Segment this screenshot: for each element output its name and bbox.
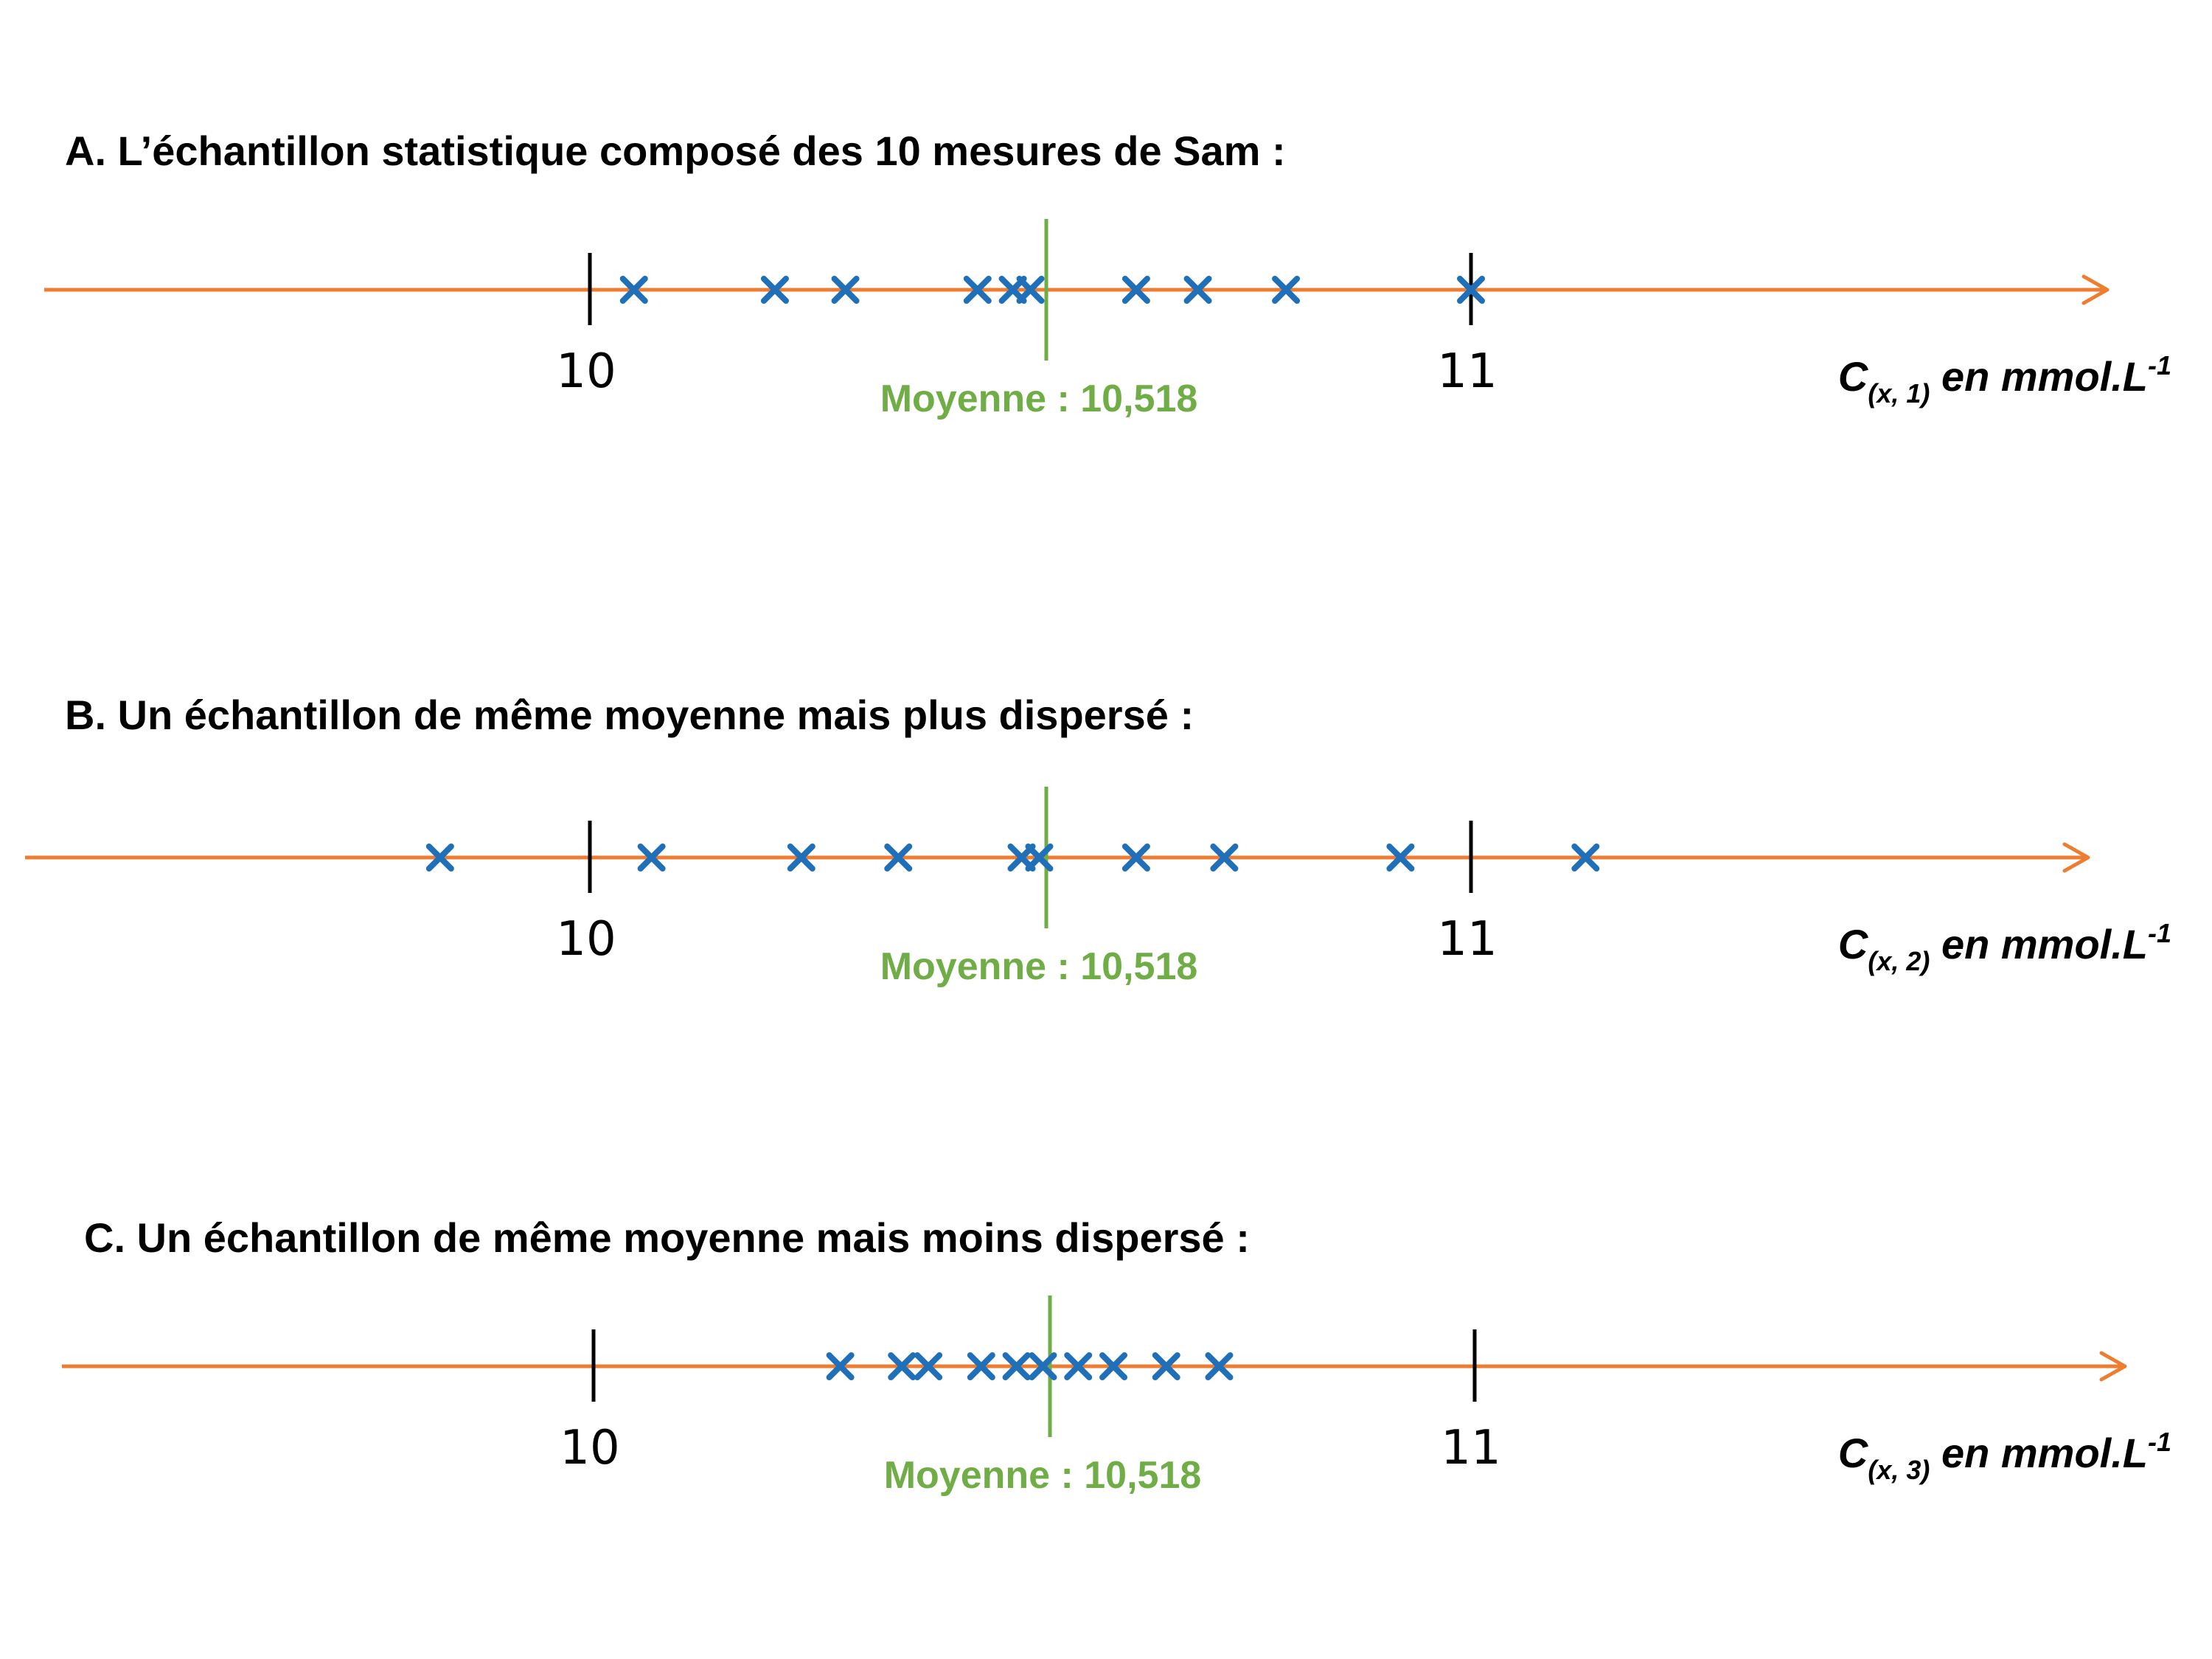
number-line-plot: 10 11 Moyenne : 10,518 C(x, 1) en mmol.L-1: [44, 219, 2171, 420]
panel-c: C. Un échantillon de même moyenne mais m…: [0, 1077, 2212, 1659]
data-point: [1121, 844, 1150, 872]
cross-icon: [1016, 276, 1045, 304]
cross-icon: [1029, 1352, 1057, 1380]
axis-label-sup: -1: [2148, 350, 2171, 380]
cross-icon: [1121, 844, 1150, 872]
data-point: [1272, 276, 1301, 304]
data-point: [1002, 1352, 1031, 1380]
data-point: [760, 276, 789, 304]
panel-title: C. Un échantillon de même moyenne mais m…: [84, 1214, 1250, 1261]
axis-label-main: C: [1838, 921, 1869, 967]
data-point: [1210, 844, 1239, 872]
axis-label-sup: -1: [2148, 1427, 2171, 1457]
data-point: [1029, 1352, 1057, 1380]
panel-title: A. L’échantillon statistique composé des…: [65, 128, 1286, 174]
number-line-plot: 10 11 Moyenne : 10,518 C(x, 2) en mmol.L-1: [25, 787, 2171, 988]
cross-icon: [967, 1352, 995, 1380]
data-point: [963, 276, 992, 304]
number-line-plot: 10 11 Moyenne : 10,518 C(x, 3) en mmol.L-1: [62, 1295, 2171, 1497]
cross-icon: [787, 844, 815, 872]
cross-icon: [760, 276, 789, 304]
cross-icon: [914, 1352, 943, 1380]
axis-label-sup: -1: [2148, 918, 2171, 948]
data-point: [884, 844, 913, 872]
data-point: [1386, 844, 1415, 872]
cross-icon: [1152, 1352, 1180, 1380]
mean-label: Moyenne : 10,518: [884, 1454, 1202, 1497]
panel-title: B. Un échantillon de même moyenne mais p…: [65, 692, 1194, 738]
tick-label: 10: [556, 912, 616, 967]
tick-label: 10: [560, 1421, 619, 1475]
cross-icon: [1121, 276, 1150, 304]
data-point: [1183, 276, 1212, 304]
axis-label-sub: (x, 3): [1868, 1455, 1930, 1485]
axis-label-unit: en mmol.L: [1930, 353, 2148, 400]
cross-icon: [619, 276, 648, 304]
data-point: [1099, 1352, 1128, 1380]
cross-icon: [637, 844, 666, 872]
arrow-head-icon: [2081, 274, 2110, 305]
data-point: [1016, 276, 1045, 304]
data-point: [1571, 844, 1600, 872]
data-point: [1121, 276, 1150, 304]
data-point: [826, 1352, 855, 1380]
tick-label: 11: [1441, 1421, 1500, 1475]
cross-icon: [1025, 844, 1054, 872]
cross-icon: [425, 844, 454, 872]
data-point: [619, 276, 648, 304]
data-point: [425, 844, 454, 872]
cross-icon: [1386, 844, 1415, 872]
panel-a: A. L’échantillon statistique composé des…: [0, 0, 2212, 560]
cross-icon: [1099, 1352, 1128, 1380]
cross-icon: [963, 276, 992, 304]
panel-b: B. Un échantillon de même moyenne mais p…: [0, 560, 2212, 1077]
axis-label-unit: en mmol.L: [1930, 1430, 2148, 1476]
cross-icon: [1205, 1352, 1234, 1380]
data-point: [1152, 1352, 1180, 1380]
arrow-head-icon: [2062, 842, 2090, 873]
cross-icon: [1064, 1352, 1093, 1380]
axis-variable-label: C(x, 1) en mmol.L-1: [1838, 350, 2171, 408]
axis-label-sub: (x, 2): [1868, 946, 1930, 976]
cross-icon: [888, 1352, 917, 1380]
tick-label: 11: [1437, 344, 1497, 399]
arrow-head-icon: [2099, 1351, 2127, 1382]
cross-icon: [1571, 844, 1600, 872]
data-point: [967, 1352, 995, 1380]
tick-label: 11: [1437, 912, 1497, 967]
axis-label-unit: en mmol.L: [1930, 921, 2148, 967]
axis-label-sub: (x, 1): [1868, 378, 1930, 408]
cross-icon: [1183, 276, 1212, 304]
data-point: [1064, 1352, 1093, 1380]
cross-icon: [1210, 844, 1239, 872]
data-point: [637, 844, 666, 872]
data-point: [787, 844, 815, 872]
cross-icon: [1002, 1352, 1031, 1380]
axis-label-main: C: [1838, 1430, 1869, 1476]
axis-variable-label: C(x, 2) en mmol.L-1: [1838, 918, 2171, 976]
cross-icon: [831, 276, 860, 304]
cross-icon: [884, 844, 913, 872]
axis-label-main: C: [1838, 353, 1869, 400]
data-point: [888, 1352, 917, 1380]
axis-variable-label: C(x, 3) en mmol.L-1: [1838, 1427, 2171, 1485]
data-point: [1205, 1352, 1234, 1380]
cross-icon: [1272, 276, 1301, 304]
data-point: [831, 276, 860, 304]
cross-icon: [826, 1352, 855, 1380]
data-point: [1457, 276, 1485, 304]
cross-icon: [1457, 276, 1485, 304]
mean-label: Moyenne : 10,518: [880, 945, 1198, 988]
tick-label: 10: [556, 344, 616, 399]
data-point: [1025, 844, 1054, 872]
data-point: [914, 1352, 943, 1380]
mean-label: Moyenne : 10,518: [880, 378, 1198, 420]
